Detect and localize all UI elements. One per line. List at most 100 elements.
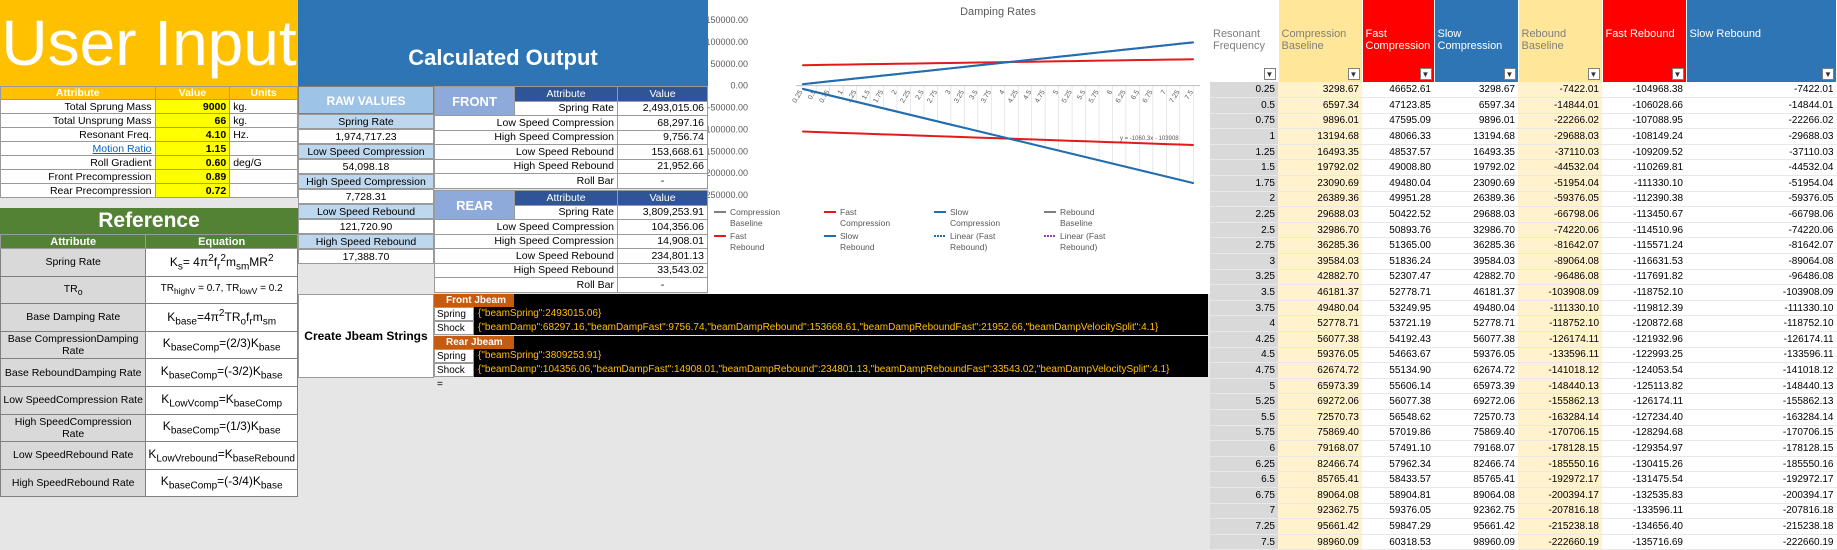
table-cell[interactable]: 0.5	[1210, 97, 1278, 114]
table-cell[interactable]: 46181.37	[1434, 284, 1518, 301]
table-cell[interactable]: 4.75	[1210, 362, 1278, 379]
table-cell[interactable]: 3.25	[1210, 269, 1278, 286]
filter-dropdown-icon[interactable]: ▼	[1347, 68, 1360, 80]
table-cell[interactable]: 54663.67	[1362, 347, 1434, 364]
table-cell[interactable]: 55134.90	[1362, 362, 1434, 379]
table-cell[interactable]: -178128.15	[1518, 440, 1602, 457]
table-cell[interactable]: 56077.38	[1278, 331, 1362, 348]
table-cell[interactable]: 6	[1210, 440, 1278, 457]
table-cell[interactable]: 50422.52	[1362, 206, 1434, 223]
table-cell[interactable]: -103908.09	[1686, 284, 1837, 301]
column-header[interactable]: Rebound Baseline ▼	[1518, 0, 1603, 82]
table-cell[interactable]: 72570.73	[1434, 409, 1518, 426]
table-cell[interactable]: 1.25	[1210, 144, 1278, 161]
table-cell[interactable]: 49951.28	[1362, 191, 1434, 208]
table-cell[interactable]: -126174.11	[1518, 331, 1602, 348]
table-cell[interactable]: 7	[1210, 503, 1278, 520]
damping-rates-chart[interactable]: Damping Rates 150000.00 100000.00 50000.00 0…	[702, 0, 1210, 294]
table-cell[interactable]: -14844.01	[1686, 97, 1837, 114]
table-cell[interactable]: 29688.03	[1434, 206, 1518, 223]
table-cell[interactable]: -108149.24	[1602, 128, 1686, 145]
table-cell[interactable]: 53249.95	[1362, 300, 1434, 317]
rear-value[interactable]: 104,356.06	[617, 219, 708, 235]
table-cell[interactable]: 39584.03	[1434, 253, 1518, 270]
table-cell[interactable]: 19792.02	[1278, 159, 1362, 177]
table-cell[interactable]: 95661.42	[1278, 518, 1362, 535]
table-cell[interactable]: 53721.19	[1362, 315, 1434, 332]
table-cell[interactable]: -133596.11	[1518, 347, 1602, 364]
rear-value[interactable]: 14,908.01	[617, 233, 708, 249]
table-cell[interactable]: -113450.67	[1602, 206, 1686, 223]
rear-spring-string[interactable]: {"beamSpring":3809253.91}	[478, 350, 602, 361]
table-cell[interactable]: -121932.96	[1602, 331, 1686, 348]
table-cell[interactable]: 16493.35	[1434, 144, 1518, 161]
column-header[interactable]: Compression Baseline ▼	[1278, 0, 1363, 82]
front-value[interactable]: 153,668.61	[617, 144, 708, 160]
table-cell[interactable]: 46181.37	[1278, 284, 1362, 301]
ui-value-cell[interactable]: 0.60	[154, 155, 231, 170]
table-cell[interactable]: -148440.13	[1686, 378, 1837, 395]
table-cell[interactable]: 36285.36	[1434, 237, 1518, 255]
table-cell[interactable]: 85765.41	[1434, 471, 1518, 488]
table-cell[interactable]: -107088.95	[1602, 113, 1686, 130]
table-cell[interactable]: -44532.04	[1686, 159, 1837, 177]
table-cell[interactable]: -118752.10	[1602, 284, 1686, 301]
table-cell[interactable]: 49480.04	[1278, 300, 1362, 317]
table-cell[interactable]: 82466.74	[1434, 456, 1518, 473]
table-cell[interactable]: 59376.05	[1362, 503, 1434, 520]
table-cell[interactable]: 3298.67	[1434, 82, 1518, 99]
table-cell[interactable]: 82466.74	[1278, 456, 1362, 473]
table-cell[interactable]: 1.5	[1210, 159, 1278, 177]
table-cell[interactable]: 46652.61	[1362, 82, 1434, 99]
table-cell[interactable]: -89064.08	[1518, 253, 1602, 270]
raw-value[interactable]: 54,098.18	[298, 159, 434, 174]
table-cell[interactable]: 75869.40	[1434, 425, 1518, 442]
table-cell[interactable]: 52778.71	[1278, 315, 1362, 332]
table-cell[interactable]: 29688.03	[1278, 206, 1362, 223]
column-header[interactable]: Fast Compression ▼	[1362, 0, 1435, 82]
table-cell[interactable]: -122993.25	[1602, 347, 1686, 364]
table-cell[interactable]: -117691.82	[1602, 269, 1686, 286]
table-cell[interactable]: 56548.62	[1362, 409, 1434, 426]
table-cell[interactable]: -74220.06	[1686, 222, 1837, 239]
table-cell[interactable]: 0.75	[1210, 113, 1278, 130]
table-cell[interactable]: 2	[1210, 191, 1278, 208]
filter-dropdown-icon[interactable]: ▼	[1671, 68, 1684, 80]
table-cell[interactable]: 69272.06	[1434, 393, 1518, 410]
ui-value-cell[interactable]: 1.15	[154, 141, 231, 156]
table-cell[interactable]: 2.5	[1210, 222, 1278, 239]
filter-dropdown-icon[interactable]: ▼	[1263, 68, 1276, 80]
table-cell[interactable]: -200394.17	[1686, 487, 1837, 504]
table-cell[interactable]: 16493.35	[1278, 144, 1362, 161]
table-cell[interactable]: 58904.81	[1362, 487, 1434, 504]
table-cell[interactable]: 89064.08	[1278, 487, 1362, 504]
table-cell[interactable]: 9896.01	[1434, 113, 1518, 130]
table-cell[interactable]: -81642.07	[1518, 237, 1602, 255]
table-cell[interactable]: 13194.68	[1278, 128, 1362, 145]
table-cell[interactable]: -141018.12	[1518, 362, 1602, 379]
table-cell[interactable]: 98960.09	[1434, 534, 1518, 550]
table-cell[interactable]: 51365.00	[1362, 237, 1434, 255]
table-cell[interactable]: -129354.97	[1602, 440, 1686, 457]
table-cell[interactable]: 32986.70	[1434, 222, 1518, 239]
table-cell[interactable]: 5.5	[1210, 409, 1278, 426]
table-cell[interactable]: 1	[1210, 128, 1278, 145]
table-cell[interactable]: 39584.03	[1278, 253, 1362, 270]
table-cell[interactable]: 57491.10	[1362, 440, 1434, 457]
table-cell[interactable]: 79168.07	[1434, 440, 1518, 457]
table-cell[interactable]: 36285.36	[1278, 237, 1362, 255]
table-cell[interactable]: -134656.40	[1602, 518, 1686, 535]
ui-value-cell[interactable]: 0.72	[154, 183, 231, 198]
table-cell[interactable]: -222660.19	[1686, 534, 1837, 550]
table-cell[interactable]: 5.75	[1210, 425, 1278, 442]
table-cell[interactable]: 42882.70	[1434, 269, 1518, 286]
table-cell[interactable]: 26389.36	[1278, 191, 1362, 208]
table-cell[interactable]: -135716.69	[1602, 534, 1686, 550]
table-cell[interactable]: 89064.08	[1434, 487, 1518, 504]
table-cell[interactable]: -111330.10	[1686, 300, 1837, 317]
table-cell[interactable]: -103908.09	[1518, 284, 1602, 301]
table-cell[interactable]: 3298.67	[1278, 82, 1362, 99]
table-cell[interactable]: 59376.05	[1434, 347, 1518, 364]
table-cell[interactable]: 2.25	[1210, 206, 1278, 223]
table-cell[interactable]: -44532.04	[1518, 159, 1602, 177]
